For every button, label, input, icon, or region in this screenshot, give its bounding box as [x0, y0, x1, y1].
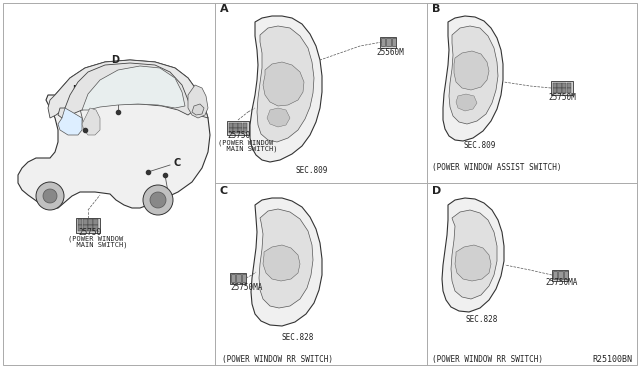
Circle shape	[43, 189, 57, 203]
Polygon shape	[455, 245, 491, 281]
Text: 25750: 25750	[227, 131, 250, 140]
Polygon shape	[456, 94, 477, 111]
Bar	[88, 219, 93, 224]
Bar	[381, 38, 385, 46]
Polygon shape	[48, 60, 208, 118]
Polygon shape	[188, 85, 208, 118]
Text: A: A	[220, 4, 228, 14]
Bar	[231, 274, 236, 282]
Bar	[77, 219, 83, 224]
Polygon shape	[451, 210, 497, 299]
Polygon shape	[82, 66, 185, 110]
Bar	[552, 269, 568, 280]
Bar	[553, 271, 557, 279]
Polygon shape	[18, 60, 210, 208]
Text: SEC.828: SEC.828	[466, 315, 499, 324]
Bar	[243, 122, 247, 128]
Text: (POWER WINDOW RR SWITCH): (POWER WINDOW RR SWITCH)	[222, 355, 333, 364]
Circle shape	[150, 192, 166, 208]
Polygon shape	[263, 62, 304, 106]
Text: 25750: 25750	[78, 228, 101, 237]
Bar	[551, 81, 573, 95]
Bar	[93, 219, 98, 224]
Bar	[558, 271, 563, 279]
Text: SEC.809: SEC.809	[296, 166, 328, 175]
Bar	[392, 38, 396, 46]
Bar	[233, 122, 237, 128]
Bar	[88, 225, 93, 231]
Bar	[76, 218, 100, 232]
Bar	[83, 225, 88, 231]
Polygon shape	[58, 63, 192, 118]
Text: D: D	[432, 186, 441, 196]
Bar	[243, 128, 247, 133]
Polygon shape	[58, 108, 82, 135]
Polygon shape	[251, 198, 322, 326]
Text: D: D	[111, 55, 119, 65]
Text: C: C	[220, 186, 228, 196]
Bar	[228, 122, 233, 128]
Text: (POWER WINDOW: (POWER WINDOW	[218, 139, 273, 145]
Text: 25750MA: 25750MA	[230, 283, 262, 292]
Bar	[567, 88, 571, 93]
Polygon shape	[442, 198, 504, 312]
Polygon shape	[257, 26, 314, 142]
Bar	[562, 88, 566, 93]
Bar	[236, 274, 241, 282]
Polygon shape	[259, 209, 313, 308]
Polygon shape	[250, 16, 322, 162]
Bar	[230, 273, 246, 283]
Polygon shape	[449, 26, 498, 124]
Polygon shape	[263, 245, 300, 281]
Text: C: C	[173, 158, 180, 168]
Bar	[93, 225, 98, 231]
Text: A: A	[163, 200, 170, 210]
Bar	[238, 122, 243, 128]
Text: SEC.809: SEC.809	[464, 141, 497, 150]
Text: R25100BN: R25100BN	[592, 355, 632, 364]
Bar	[562, 83, 566, 87]
Bar	[227, 121, 249, 135]
Text: MAIN SWITCH): MAIN SWITCH)	[68, 242, 127, 248]
Bar	[557, 88, 561, 93]
Circle shape	[143, 185, 173, 215]
Bar	[564, 271, 568, 279]
Text: (POWER WINDOW ASSIST SWITCH): (POWER WINDOW ASSIST SWITCH)	[432, 163, 561, 172]
Bar	[77, 225, 83, 231]
Circle shape	[36, 182, 64, 210]
Bar	[387, 38, 390, 46]
Text: 25750MA: 25750MA	[545, 278, 577, 287]
Text: (POWER WINDOW RR SWITCH): (POWER WINDOW RR SWITCH)	[432, 355, 543, 364]
Polygon shape	[267, 108, 290, 127]
Text: (POWER WINDOW: (POWER WINDOW	[68, 236, 124, 243]
Text: MAIN SWITCH): MAIN SWITCH)	[218, 145, 278, 151]
Bar	[552, 88, 557, 93]
Text: B: B	[72, 85, 80, 95]
Bar	[557, 83, 561, 87]
Bar	[238, 128, 243, 133]
Polygon shape	[82, 108, 100, 135]
Bar	[552, 83, 557, 87]
Bar	[380, 36, 396, 48]
Polygon shape	[454, 51, 489, 90]
Polygon shape	[443, 16, 503, 141]
Text: B: B	[432, 4, 440, 14]
Bar	[233, 128, 237, 133]
Text: SEC.828: SEC.828	[282, 333, 314, 342]
Bar	[228, 128, 233, 133]
Bar	[567, 83, 571, 87]
Bar	[242, 274, 246, 282]
Text: 25750M: 25750M	[548, 93, 576, 102]
Text: 25560M: 25560M	[376, 48, 404, 57]
Polygon shape	[192, 104, 204, 115]
Bar	[83, 219, 88, 224]
